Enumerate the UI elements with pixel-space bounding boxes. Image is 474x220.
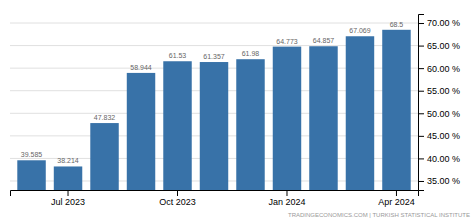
x-axis-line xyxy=(11,191,419,197)
bar xyxy=(17,160,45,190)
bar xyxy=(90,123,118,190)
y-tick-label: 60.00 % xyxy=(427,64,460,74)
y-tick-label: 45.00 % xyxy=(427,131,460,141)
bar xyxy=(163,61,191,190)
x-axis: Jul 2023 Oct 2023 Jan 2024 Apr 2024 xyxy=(11,190,419,207)
y-tick-label: 70.00 % xyxy=(427,18,460,28)
y-tick-mark xyxy=(418,46,424,47)
bars xyxy=(17,30,410,190)
x-tick: Jan 2024 xyxy=(268,190,305,207)
data-label: 61.98 xyxy=(242,50,260,57)
y-tick-mark xyxy=(418,158,424,159)
data-label: 38.214 xyxy=(57,157,79,164)
y-tick-mark xyxy=(418,113,424,114)
bar xyxy=(200,62,228,190)
y-tick-label: 50.00 % xyxy=(427,109,460,119)
y-tick-mark xyxy=(418,136,424,137)
data-label: 64.773 xyxy=(276,38,298,45)
x-tick-label: Oct 2023 xyxy=(159,197,196,207)
x-tick-mark xyxy=(396,190,397,196)
bar xyxy=(236,59,264,190)
y-axis: 35.00 % 40.00 % 45.00 % 50.00 % 55.00 % 60.00… xyxy=(418,15,460,191)
x-tick: Apr 2024 xyxy=(378,190,415,207)
data-label: 47.832 xyxy=(94,114,116,121)
bar xyxy=(309,46,337,190)
annotation: TRADINGECONOMICS.COM | TURKISH STATISTIC… xyxy=(288,212,470,218)
x-tick-label: Jan 2024 xyxy=(268,197,305,207)
y-tick-label: 55.00 % xyxy=(427,86,460,96)
y-tick-label: 40.00 % xyxy=(427,154,460,164)
y-tick: 50.00 % xyxy=(418,109,460,119)
data-label: 67.069 xyxy=(349,27,371,34)
bar xyxy=(127,73,155,190)
y-tick: 55.00 % xyxy=(418,86,460,96)
y-tick-mark xyxy=(418,23,424,24)
bar xyxy=(346,36,374,190)
x-tick-label: Apr 2024 xyxy=(378,197,415,207)
y-tick: 70.00 % xyxy=(418,18,460,28)
data-label: 61.357 xyxy=(203,53,225,60)
data-label: 61.53 xyxy=(169,52,187,59)
y-axis-line xyxy=(419,15,425,191)
plot: 39.585 38.214 47.832 58.944 61.53 61.357 61.98… xyxy=(10,15,460,208)
y-tick: 35.00 % xyxy=(418,176,460,186)
y-tick: 40.00 % xyxy=(418,154,460,164)
y-tick-label: 65.00 % xyxy=(427,41,460,51)
data-label: 39.585 xyxy=(21,151,43,158)
y-tick: 65.00 % xyxy=(418,41,460,51)
bar xyxy=(273,47,301,190)
y-tick-mark xyxy=(418,91,424,92)
y-tick-mark xyxy=(418,181,424,182)
y-tick-label: 35.00 % xyxy=(427,176,460,186)
y-tick: 60.00 % xyxy=(418,64,460,74)
data-labels: 39.585 38.214 47.832 58.944 61.53 61.357 61.98… xyxy=(21,21,404,165)
chart: 39.585 38.214 47.832 58.944 61.53 61.357 61.98… xyxy=(0,0,474,220)
x-tick: Jul 2023 xyxy=(51,190,85,207)
x-tick-mark xyxy=(177,190,178,196)
bar xyxy=(54,166,82,190)
x-tick-label: Jul 2023 xyxy=(51,197,85,207)
data-label: 68.5 xyxy=(390,21,404,28)
y-tick-mark xyxy=(418,68,424,69)
data-label: 58.944 xyxy=(130,64,152,71)
bar xyxy=(382,30,410,190)
x-tick-mark xyxy=(286,190,287,196)
y-tick: 45.00 % xyxy=(418,131,460,141)
x-tick: Oct 2023 xyxy=(159,190,196,207)
grid-line xyxy=(10,23,418,24)
x-tick-mark xyxy=(68,190,69,196)
data-label: 64.857 xyxy=(313,37,335,44)
